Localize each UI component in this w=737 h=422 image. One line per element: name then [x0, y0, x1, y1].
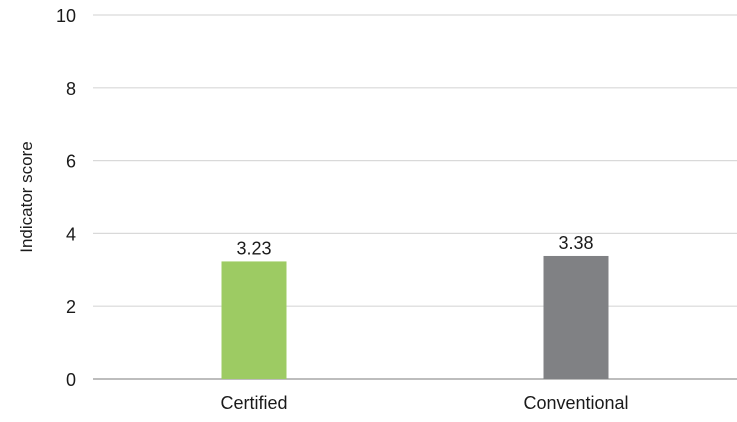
y-tick-label: 4	[66, 224, 76, 244]
y-tick-label: 10	[56, 6, 76, 26]
bars	[221, 255, 609, 379]
x-tick-label-certified: Certified	[220, 393, 287, 413]
y-axis-label: Indicator score	[17, 141, 36, 253]
data-labels: 3.23 3.38	[236, 233, 593, 258]
y-tick-label: 0	[66, 370, 76, 390]
y-tick-label: 8	[66, 79, 76, 99]
data-label-conventional: 3.38	[558, 233, 593, 253]
bar-certified	[221, 261, 287, 379]
data-label-certified: 3.23	[236, 238, 271, 258]
x-axis-ticks: Certified Conventional	[220, 393, 628, 413]
x-tick-label-conventional: Conventional	[523, 393, 628, 413]
y-axis-ticks: 0 2 4 6 8 10	[56, 6, 76, 390]
y-tick-label: 2	[66, 297, 76, 317]
grid-lines	[93, 14, 737, 380]
bar-conventional	[543, 255, 609, 379]
y-tick-label: 6	[66, 152, 76, 172]
